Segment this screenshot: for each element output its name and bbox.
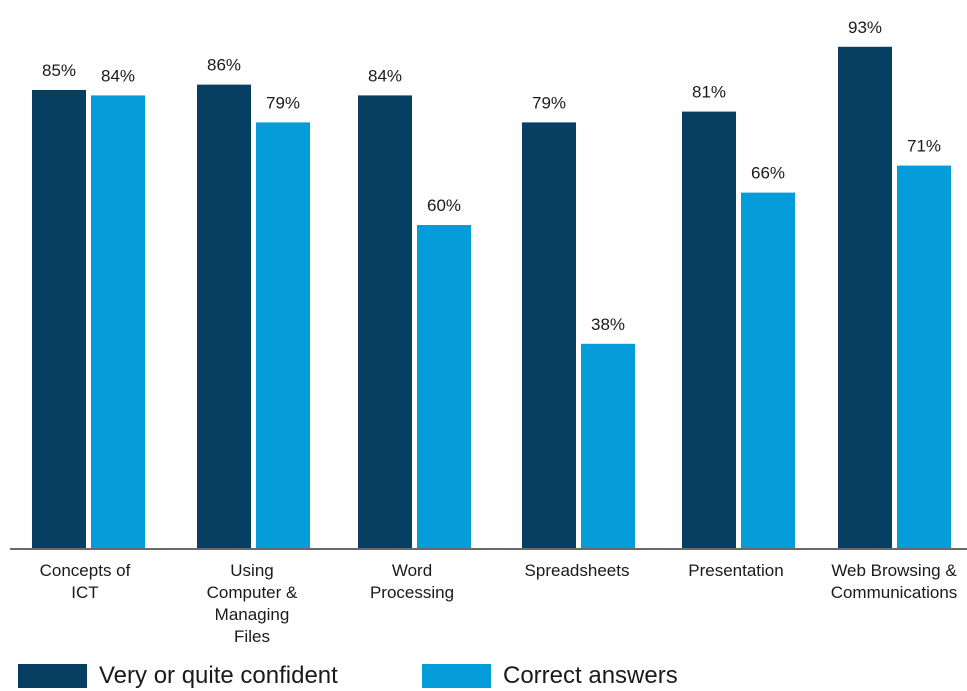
- data-label-s0-c1: 86%: [207, 56, 241, 75]
- data-label-s0-c2: 84%: [368, 66, 402, 85]
- bar-s0-c0: [32, 90, 86, 549]
- legend-label-correct: Correct answers: [503, 661, 678, 689]
- data-label-s1-c5: 71%: [907, 137, 941, 156]
- bar-s1-c0: [91, 95, 145, 550]
- category-label-1-line-2: Managing: [215, 605, 290, 624]
- bar-s1-c4: [741, 192, 795, 549]
- category-label-2-line-0: Word: [392, 561, 432, 580]
- legend-item-correct: Correct answers: [422, 660, 678, 691]
- legend-item-confident: Very or quite confident: [18, 660, 338, 691]
- bar-s1-c3: [581, 343, 635, 549]
- data-label-s0-c5: 93%: [848, 18, 882, 37]
- bar-s0-c5: [838, 46, 892, 550]
- category-label-5-line-0: Web Browsing &: [831, 561, 957, 580]
- data-label-s0-c0: 85%: [42, 61, 76, 80]
- category-label-0-line-0: Concepts of: [40, 561, 131, 580]
- data-label-s1-c2: 60%: [427, 196, 461, 215]
- category-label-5-line-1: Communications: [831, 583, 958, 602]
- data-label-s1-c3: 38%: [591, 315, 625, 334]
- category-label-2-line-1: Processing: [370, 583, 454, 602]
- data-label-s1-c1: 79%: [266, 93, 300, 112]
- category-label-1-line-1: Computer &: [207, 583, 298, 602]
- legend-label-confident: Very or quite confident: [99, 661, 338, 689]
- bar-s1-c2: [417, 225, 471, 549]
- category-label-3-line-0: Spreadsheets: [525, 561, 630, 580]
- legend-swatch-confident: [18, 663, 87, 688]
- legend-swatch-correct: [422, 663, 491, 688]
- bar-chart: 85% 84% Concepts of ICT 86% 79% Using Computer …: [10, 18, 967, 646]
- data-label-s1-c4: 66%: [751, 164, 785, 183]
- category-label-4-line-0: Presentation: [688, 561, 783, 580]
- bar-s1-c5: [897, 165, 951, 549]
- data-label-s0-c3: 79%: [532, 93, 566, 112]
- data-label-s0-c4: 81%: [692, 83, 726, 102]
- bar-s0-c3: [522, 122, 576, 550]
- bar-s0-c2: [358, 95, 412, 550]
- legend: Very or quite confident Correct answers: [0, 660, 967, 691]
- category-label-1-line-3: Files: [234, 627, 270, 646]
- bar-s1-c1: [256, 122, 310, 550]
- bar-s0-c4: [682, 111, 736, 549]
- category-label-0-line-1: ICT: [71, 583, 98, 602]
- bar-s0-c1: [197, 84, 251, 549]
- category-label-1-line-0: Using: [230, 561, 273, 580]
- data-label-s1-c0: 84%: [101, 66, 135, 85]
